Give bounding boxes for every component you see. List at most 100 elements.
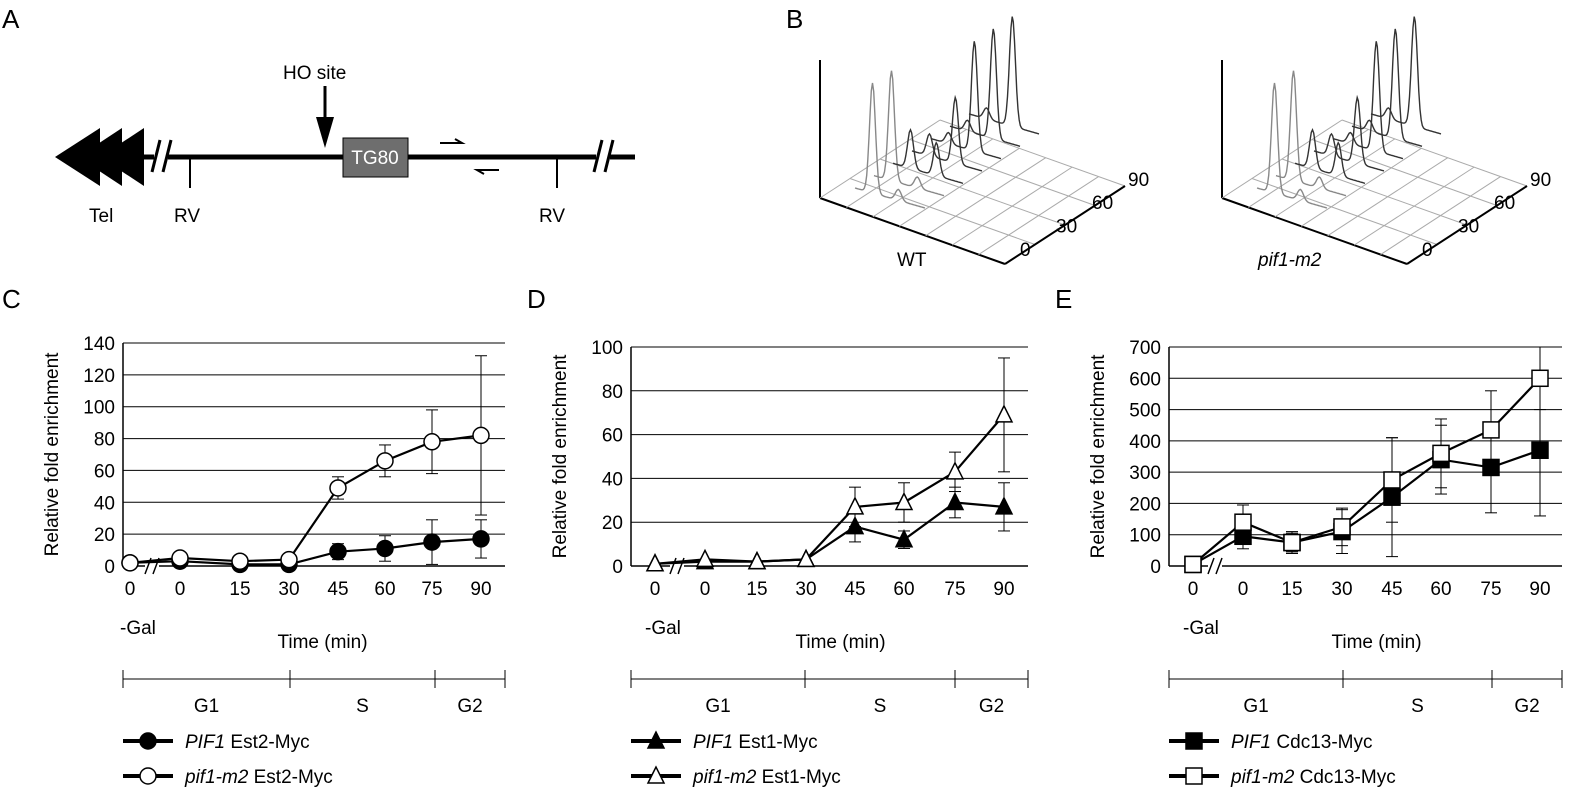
flow-histogram-curve: [873, 70, 945, 197]
data-point: [945, 491, 965, 511]
axis-break-mark: [1207, 557, 1215, 575]
y-tick-label: 120: [83, 366, 115, 387]
data-point: [695, 548, 715, 568]
flow-depth-tick-label: 60: [1494, 193, 1515, 214]
x-tick-label: 45: [1381, 579, 1402, 600]
legend-construct: Est2-Myc: [248, 767, 332, 788]
telomere-arrow-1: [55, 128, 100, 186]
legend-gene: pif1-m2: [692, 767, 757, 788]
data-point: [121, 554, 139, 572]
flow-grid-line: [879, 158, 1066, 226]
legend-construct: Cdc13-Myc: [1271, 732, 1372, 753]
legend-gene: PIF1: [185, 732, 225, 753]
y-tick-label: 600: [1129, 369, 1161, 390]
y-axis-label: Relative fold enrichment: [1088, 354, 1109, 559]
flow-depth-tick-label: 60: [1092, 193, 1113, 214]
tg80-box: [342, 137, 409, 178]
flow-grid-line: [1311, 139, 1498, 206]
data-point: [1432, 444, 1450, 463]
flow-histogram-curve: [1351, 28, 1423, 147]
phase-label: S: [874, 696, 887, 717]
flow-depth-edge: [1004, 185, 1126, 265]
panel-b: B 0 30 60 90 0 30 60 90 WT pif1-m2: [786, 4, 1551, 271]
y-tick-label: 80: [94, 430, 115, 451]
legend-label: pif1-m2 Est1-Myc: [692, 767, 841, 788]
data-point: [329, 542, 347, 561]
data-point: [646, 765, 666, 784]
x-axis-label: Time (min): [277, 632, 367, 653]
legend-gene: PIF1: [1231, 732, 1271, 753]
legend-construct: Est2-Myc: [225, 732, 309, 753]
x-tick-label: 15: [229, 579, 250, 600]
x-tick-label: 60: [374, 579, 395, 600]
data-point: [1283, 533, 1301, 552]
flow-depth-tick-label: 90: [1530, 170, 1551, 191]
tel-label: Tel: [89, 206, 113, 227]
legend-construct: Est1-Myc: [733, 732, 817, 753]
y-tick-label: 140: [83, 334, 115, 355]
y-axis-label: Relative fold enrichment: [42, 352, 63, 557]
flow-grid-line: [849, 178, 1036, 245]
data-point: [423, 533, 441, 551]
y-tick-label: 0: [612, 557, 623, 578]
legend-label: pif1-m2 Cdc13-Myc: [1230, 767, 1396, 788]
data-point: [423, 433, 441, 451]
y-tick-label: 60: [94, 461, 115, 482]
y-tick-label: 200: [1129, 494, 1161, 515]
data-point: [894, 491, 914, 511]
x-tick-label: 0: [700, 579, 711, 600]
panel-letter: E: [1055, 284, 1072, 314]
data-point: [472, 530, 490, 548]
flow-histogram-curve: [911, 94, 983, 172]
flow-wt-label: WT: [897, 250, 927, 271]
flow-depth-tick-label: 30: [1056, 217, 1077, 238]
x-tick-label: 0: [175, 579, 186, 600]
x-tick-label: 30: [795, 579, 816, 600]
y-tick-label: 100: [591, 338, 623, 359]
data-point: [646, 730, 666, 749]
data-point: [1184, 555, 1202, 574]
ho-site-label: HO site: [283, 63, 346, 84]
series-line: [654, 414, 1005, 565]
axis-break-mark: [669, 557, 677, 575]
y-tick-label: 100: [83, 398, 115, 419]
axis-break-gap: [1208, 556, 1222, 576]
x-tick-label: 0: [1238, 579, 1249, 600]
y-tick-label: 60: [602, 426, 623, 447]
pre-gal-label: -Gal: [1183, 618, 1219, 639]
data-point: [139, 767, 157, 785]
data-point: [376, 539, 394, 558]
panel-letter: C: [2, 284, 21, 314]
flow-grid-line: [909, 139, 1096, 206]
flow-histogram-curve: [949, 28, 1021, 147]
data-point: [171, 549, 189, 567]
y-tick-label: 20: [94, 525, 115, 546]
x-tick-label: 75: [944, 579, 965, 600]
flow-histogram-curve: [1370, 16, 1442, 135]
flow-cytometry-wt: 0 30 60 90: [819, 16, 1149, 265]
break-mark-right-1: [592, 139, 604, 173]
phase-label: G1: [194, 696, 219, 717]
phase-label: S: [1411, 696, 1424, 717]
y-tick-label: 20: [602, 513, 623, 534]
flow-depth-tick-label: 30: [1458, 217, 1479, 238]
flow-depth-edge: [1406, 185, 1528, 265]
y-tick-label: 400: [1129, 432, 1161, 453]
phase-label: G2: [1514, 696, 1539, 717]
data-point: [894, 529, 914, 548]
x-tick-label: 45: [844, 579, 865, 600]
data-point: [1185, 767, 1203, 785]
data-point: [845, 496, 865, 515]
x-tick-label: 30: [1331, 579, 1352, 600]
rv-label-right: RV: [539, 206, 565, 227]
phase-label: G2: [457, 696, 482, 717]
break-mark-right-2: [603, 139, 615, 173]
panel-c-chart: C Relative fold enrichment 0 20 40 60 80 100 120…: [2, 284, 506, 788]
data-point: [1234, 513, 1252, 531]
x-tick-label: 75: [421, 579, 442, 600]
flow-depth-tick-label: 90: [1128, 170, 1149, 191]
y-tick-label: 0: [104, 557, 115, 578]
x-tick-label: 75: [1480, 579, 1501, 600]
data-point: [472, 426, 490, 445]
data-point: [994, 496, 1014, 515]
